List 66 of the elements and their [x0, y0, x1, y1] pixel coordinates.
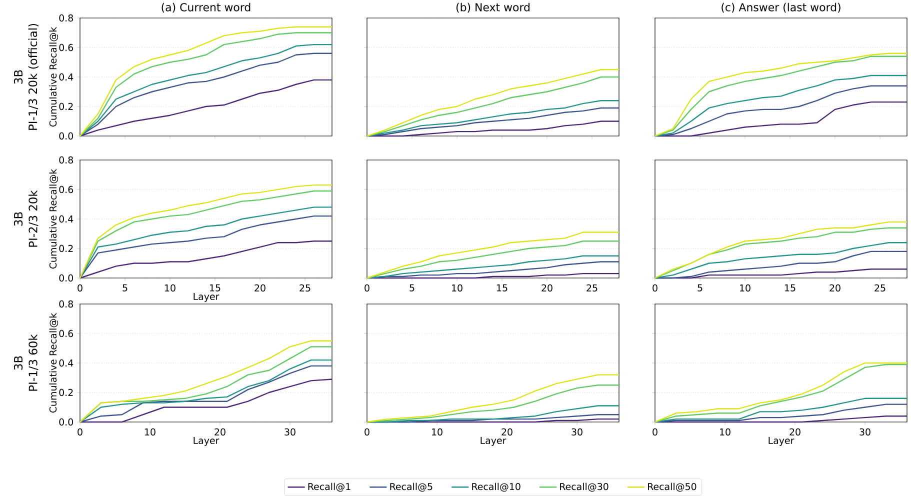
x-tick-label: 5	[122, 284, 128, 292]
x-tick-label: 0	[652, 284, 658, 292]
x-tick-label: 10	[432, 428, 442, 436]
x-tick-label: 0	[78, 428, 82, 436]
y-tick-label: 0.2	[59, 102, 73, 110]
chart-title: (b) Next word	[456, 2, 530, 13]
y-axis-title: Cumulative Recall@k	[49, 168, 58, 269]
x-tick-label: 20	[790, 428, 800, 436]
x-tick-label: 15	[210, 284, 220, 292]
x-tick-label: 30	[572, 428, 582, 436]
x-axis-title: Layer	[768, 437, 794, 446]
x-tick-label: 10	[165, 284, 176, 292]
y-tick-label: 0.4	[59, 215, 74, 223]
x-axis-title: Layer	[480, 437, 506, 446]
x-tick-label: 30	[284, 428, 296, 436]
x-tick-label: 0	[78, 284, 82, 292]
y-tick-label: 0.6	[59, 186, 74, 194]
x-tick-label: 5	[410, 284, 414, 292]
legend-label: Recall@5	[390, 482, 432, 492]
chart-title: (c) Answer (last word)	[722, 2, 840, 13]
y-tick-label: 0.6	[59, 330, 74, 338]
y-axis-title: Cumulative Recall@k	[49, 312, 58, 413]
x-tick-label: 0	[652, 428, 658, 436]
y-tick-label: 0.4	[59, 73, 74, 81]
text: PI-2/3 20k	[28, 190, 38, 247]
y-tick-label: 0.0	[59, 132, 74, 140]
x-tick-label: 20	[830, 284, 840, 292]
y-tick-label: 0.0	[59, 274, 74, 282]
text: PI-1/3 60k	[28, 334, 38, 391]
x-tick-label: 10	[145, 428, 156, 436]
x-tick-label: 20	[214, 428, 226, 436]
text: 3B	[14, 212, 23, 226]
x-tick-label: 25	[874, 284, 886, 292]
x-tick-label: 20	[502, 428, 512, 436]
y-tick-label: 0.8	[59, 156, 73, 164]
x-tick-label: 25	[300, 284, 310, 292]
x-tick-label: 0	[364, 428, 370, 436]
y-tick-label: 0.4	[59, 359, 74, 367]
text: 3B	[14, 70, 23, 84]
x-tick-label: 10	[720, 428, 730, 436]
x-tick-label: 15	[497, 284, 508, 292]
x-tick-label: 15	[785, 284, 796, 292]
x-tick-label: 0	[364, 284, 370, 292]
x-tick-label: 10	[740, 284, 750, 292]
y-tick-label: 0.6	[59, 44, 74, 52]
x-axis-title: Layer	[194, 437, 220, 446]
x-tick-label: 5	[698, 284, 702, 292]
legend-label: Recall@1	[308, 482, 350, 492]
text: 3B	[14, 356, 23, 370]
y-tick-label: 0.8	[59, 14, 73, 22]
legend-label: Recall@30	[560, 482, 608, 492]
x-tick-label: 20	[542, 284, 552, 292]
x-tick-label: 10	[452, 284, 462, 292]
x-axis-title: Layer	[194, 293, 220, 302]
legend-label: Recall@10	[472, 482, 520, 492]
y-tick-label: 0.2	[59, 244, 73, 252]
x-tick-label: 30	[860, 428, 870, 436]
x-tick-label: 20	[254, 284, 266, 292]
y-tick-label: 0.0	[59, 418, 74, 426]
text: PI-1/3 20k (official)	[28, 24, 38, 130]
y-tick-label: 0.8	[59, 300, 73, 308]
y-axis-title: Cumulative Recall@k	[49, 26, 58, 127]
x-tick-label: 25	[586, 284, 598, 292]
y-tick-label: 0.2	[59, 388, 73, 396]
legend-label: Recall@50	[648, 482, 696, 492]
chart-title: (a) Current word	[162, 2, 250, 13]
